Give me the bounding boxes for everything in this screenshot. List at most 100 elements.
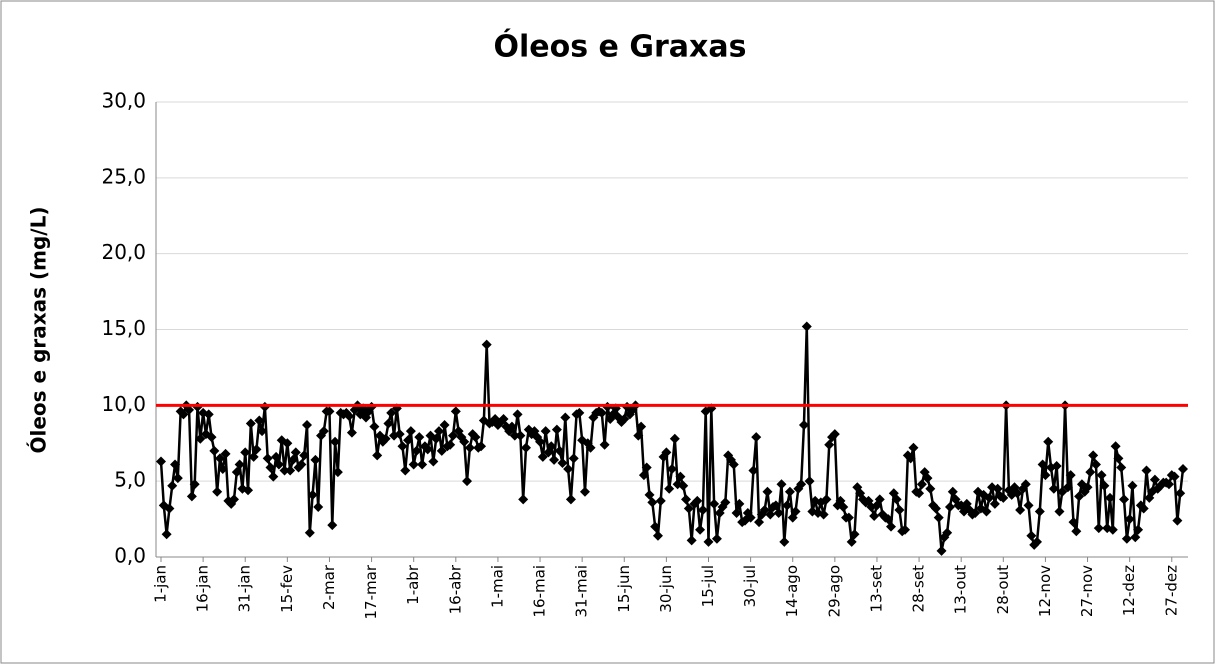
data-point <box>257 426 268 437</box>
x-tick-label: 14-ago <box>783 565 801 617</box>
data-point <box>754 517 765 528</box>
data-point <box>1082 482 1093 493</box>
data-point <box>886 521 896 532</box>
data-point <box>282 438 293 449</box>
data-point <box>936 545 947 556</box>
data-point <box>1068 517 1079 528</box>
x-tick-label: 16-abr <box>446 564 464 614</box>
data-point <box>248 451 259 462</box>
data-point <box>1043 436 1054 447</box>
x-tick-label: 17-mar <box>362 564 380 619</box>
data-point <box>1096 470 1107 481</box>
data-point <box>307 489 318 500</box>
data-point <box>779 536 790 547</box>
data-point <box>762 486 773 497</box>
y-tick-label: 25,0 <box>101 164 146 188</box>
data-point <box>1085 467 1096 478</box>
x-tick-label: 13-set <box>867 565 885 613</box>
data-point <box>1163 479 1174 490</box>
y-tick-label: 5,0 <box>114 468 146 492</box>
data-point <box>731 508 742 519</box>
data-point <box>310 454 321 465</box>
data-point <box>944 501 955 512</box>
data-point <box>504 426 515 437</box>
data-point <box>506 421 517 432</box>
data-point <box>655 495 666 506</box>
data-point <box>981 506 992 517</box>
data-point <box>1090 459 1101 470</box>
data-point <box>776 479 787 490</box>
data-point <box>619 413 630 424</box>
data-point <box>1130 532 1141 543</box>
data-point <box>229 494 239 505</box>
x-tick-label: 12-dez <box>1120 565 1138 616</box>
data-point <box>195 433 206 444</box>
data-point <box>178 409 189 420</box>
y-tick-label: 20,0 <box>101 240 146 264</box>
data-point <box>798 420 809 431</box>
data-point <box>1048 483 1059 494</box>
x-tick-label: 27-nov <box>1078 565 1096 617</box>
data-point <box>1023 500 1034 511</box>
data-point <box>411 445 422 456</box>
data-point <box>790 506 801 517</box>
data-point <box>900 524 911 535</box>
data-point <box>408 459 419 470</box>
data-point <box>894 504 905 515</box>
y-tick-label: 0,0 <box>114 544 146 568</box>
data-point <box>711 533 722 544</box>
data-point <box>804 476 815 487</box>
data-point <box>397 441 408 452</box>
data-point <box>681 494 692 505</box>
data-point <box>869 511 880 522</box>
data-point <box>678 480 689 491</box>
data-point <box>324 406 335 417</box>
data-point <box>661 447 672 458</box>
data-point <box>318 426 329 437</box>
data-point <box>568 453 579 464</box>
data-point <box>992 483 1003 494</box>
data-point <box>431 433 442 444</box>
data-point <box>450 406 461 417</box>
data-point <box>692 495 703 506</box>
data-point <box>933 512 944 523</box>
data-point <box>459 436 470 447</box>
x-tick-label: 31-jan <box>236 565 254 612</box>
data-point <box>251 444 262 455</box>
data-point <box>905 453 916 464</box>
data-point <box>759 504 770 515</box>
data-point <box>254 415 265 426</box>
data-point <box>285 465 296 476</box>
data-point <box>883 514 894 525</box>
data-point <box>843 512 854 523</box>
data-point <box>849 529 860 540</box>
data-point <box>417 459 428 470</box>
data-point <box>647 497 658 508</box>
x-tick-label: 16-jan <box>194 565 212 612</box>
data-point <box>220 448 231 459</box>
data-point <box>633 430 644 441</box>
data-point <box>745 512 756 523</box>
data-point <box>709 498 720 509</box>
data-point <box>290 447 301 458</box>
data-point <box>796 479 807 490</box>
data-point <box>546 441 557 452</box>
data-point <box>234 459 245 470</box>
data-point <box>734 498 745 509</box>
data-point <box>1138 503 1149 514</box>
data-point <box>240 447 251 458</box>
data-point <box>922 473 933 484</box>
data-point <box>720 497 731 508</box>
x-tick-label: 16-mai <box>531 565 549 617</box>
x-tick-label: 29-ago <box>825 565 843 617</box>
data-point <box>751 432 762 443</box>
data-point <box>186 491 197 502</box>
data-point <box>462 476 473 487</box>
data-point <box>667 464 677 475</box>
data-point <box>1107 524 1118 535</box>
data-point <box>644 489 655 500</box>
data-point <box>930 503 941 514</box>
data-point <box>838 501 849 512</box>
